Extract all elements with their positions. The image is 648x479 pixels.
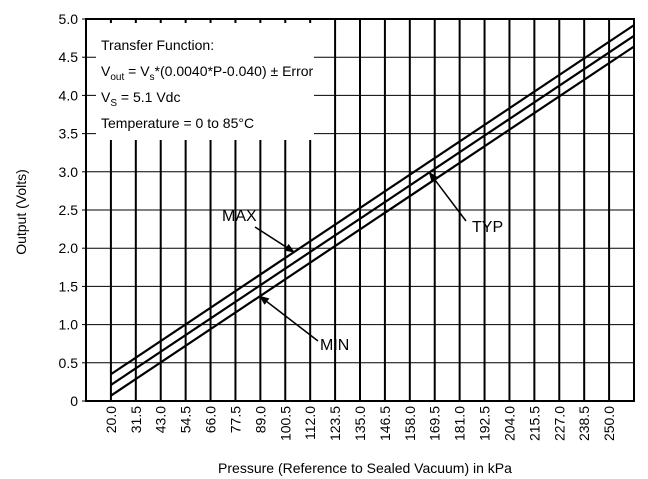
y-tick-label: 1.0 [59,317,79,333]
series-line-min [110,45,635,397]
equation-equals-vs: = V [124,63,150,79]
x-tick-label: 54.5 [178,406,194,433]
x-tick-label: 169.5 [427,406,443,441]
transfer-function-box-bg [96,23,314,140]
x-tick-label: 192.5 [477,406,493,441]
annotation-arrow-typ [428,171,467,222]
y-tick-label: 3.0 [59,164,79,180]
supply-s-sub: S [110,98,117,109]
x-tick-label: 158.0 [402,406,418,441]
transfer-function-box: Transfer Function: Vout = Vs*(0.0040*P-0… [96,23,314,140]
y-axis-label: Output (Volts) [13,169,29,255]
x-tick-label: 20.0 [103,406,119,433]
series-line-typ [110,34,635,386]
transfer-function-title: Transfer Function: [101,37,214,53]
y-tick-label: 3.5 [59,126,79,142]
x-tick-label: 77.5 [227,406,243,433]
x-tick-label: 100.5 [277,406,293,441]
y-tick-label: 4.5 [59,49,79,65]
supply-value: = 5.1 Vdc [117,89,180,105]
equation-rest: *(0.0040*P-0.040) ± Error [155,63,314,79]
x-tick-label: 89.0 [252,406,268,433]
annotation-arrow-min [259,295,319,342]
x-tick-label: 146.5 [377,406,393,441]
x-tick-label: 66.0 [203,406,219,433]
tick-labels: 0 0.5 1.0 1.5 2.0 2.5 3.0 3.5 4.0 4.5 5.0 20.0 31.5 4… [59,11,618,441]
x-tick-label: 181.0 [452,406,468,441]
annotation-label-min: MIN [320,337,349,354]
annotation-label-typ: TYP [472,219,503,236]
x-tick-label: 123.5 [327,406,343,441]
transfer-function-equation: Vout = Vs*(0.0040*P-0.040) ± Error [101,63,314,83]
supply-v: V [101,89,111,105]
supply-voltage: VS = 5.1 Vdc [101,89,180,109]
annotation-arrow-max [254,226,295,253]
x-tick-label: 43.0 [153,406,169,433]
y-tick-label: 1.5 [59,278,79,294]
y-tick-label: 5.0 [59,11,79,27]
x-tick-label: 215.5 [526,406,542,441]
y-tick-label: 0.5 [59,355,79,371]
temperature-range: Temperature = 0 to 85°C [101,115,254,131]
x-tick-label: 31.5 [128,406,144,433]
x-tick-label: 250.0 [601,406,617,441]
series-line-max [110,24,635,376]
x-tick-label: 204.0 [501,406,517,441]
x-tick-label: 112.0 [302,406,318,440]
y-tick-label: 0 [70,393,78,409]
y-tick-label: 4.0 [59,87,79,103]
equation-out-sub: out [110,72,124,83]
annotations: MAX TYP MIN [222,171,503,354]
equation-s-sub: s [150,72,155,83]
x-axis-label: Pressure (Reference to Sealed Vacuum) in… [218,460,512,476]
x-tick-label: 238.5 [576,406,592,441]
y-tick-label: 2.5 [59,202,79,218]
annotation-label-max: MAX [222,208,257,225]
series-lines [110,24,635,397]
y-tick-label: 2.0 [59,240,79,256]
x-tick-label: 227.0 [551,406,567,441]
equation-v: V [101,63,111,79]
x-tick-label: 135.0 [352,406,368,441]
